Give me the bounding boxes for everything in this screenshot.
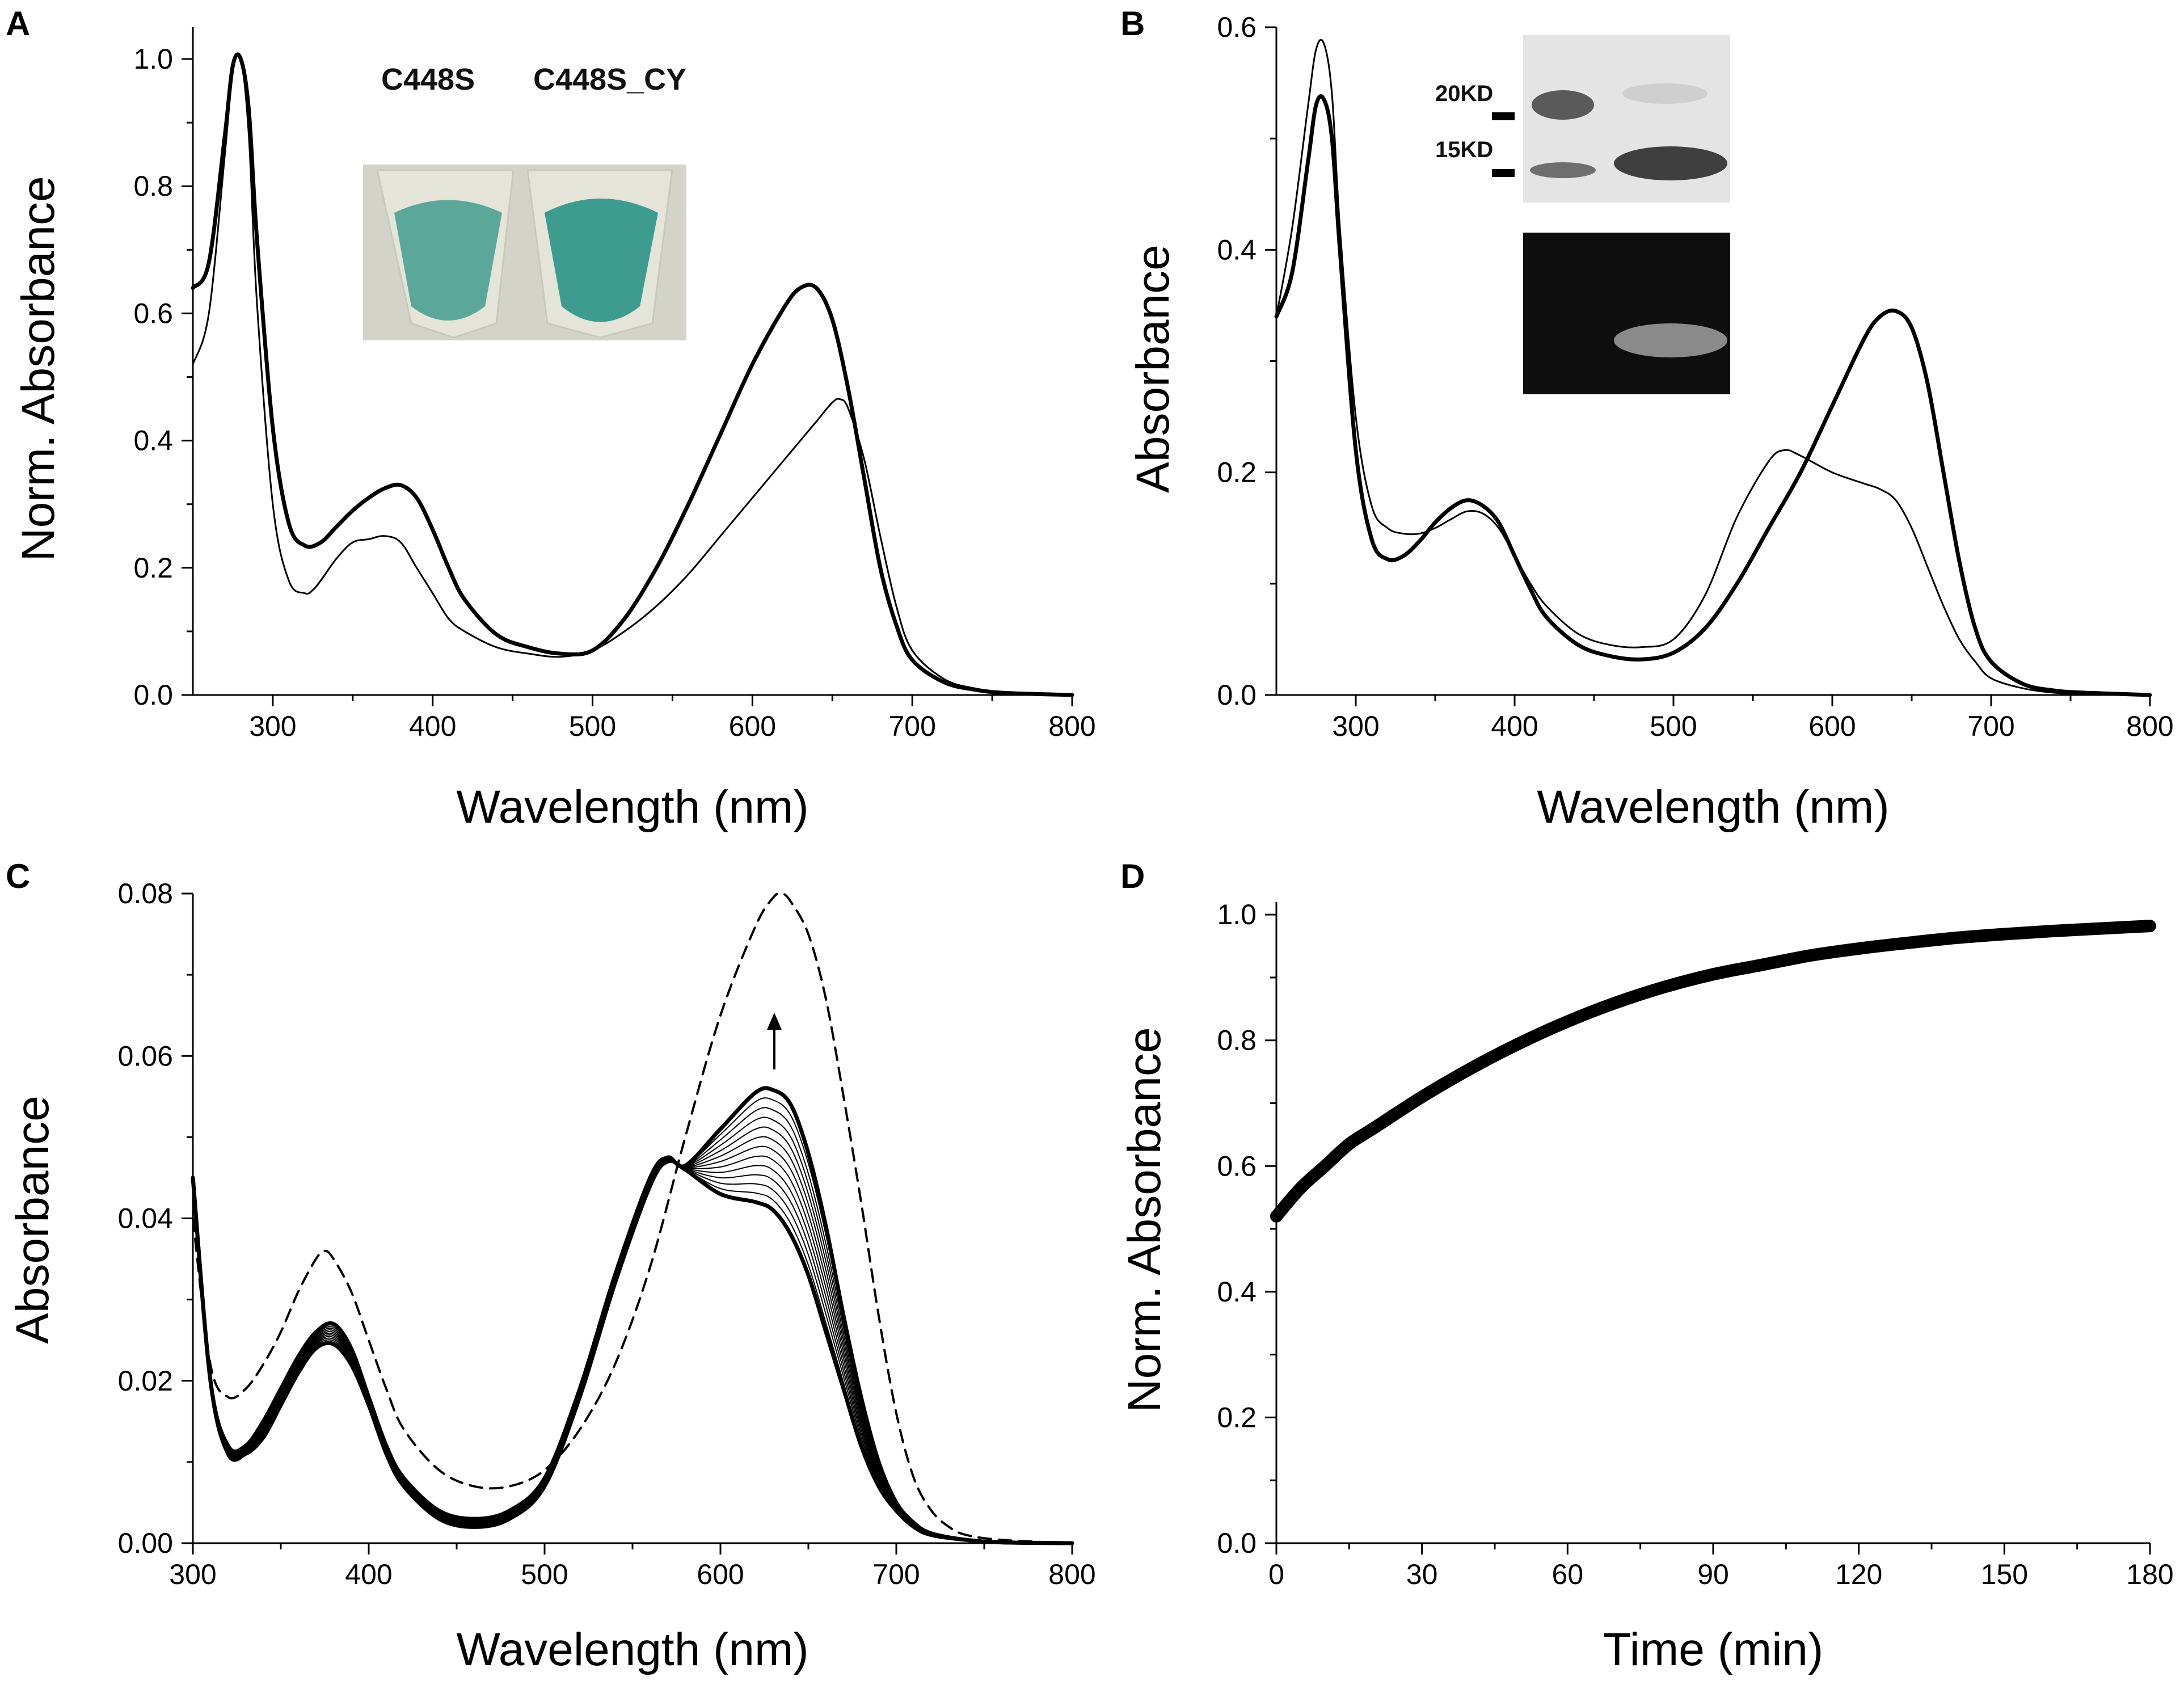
panel-d: D	[1120, 857, 1145, 895]
y-tick-label: 0.0	[1217, 1527, 1257, 1559]
panel-c: C	[6, 857, 782, 1069]
x-tick-label: 400	[409, 710, 456, 742]
x-tick-label: 600	[697, 1558, 744, 1590]
series-intermediate	[192, 1097, 1073, 1544]
y-tick-label: 1.0	[133, 43, 173, 75]
inset-label-c448s: C448S	[381, 62, 475, 96]
x-tick-label: 700	[888, 710, 935, 742]
x-tick-label: 700	[872, 1558, 920, 1590]
x-tick-label: 500	[569, 710, 616, 742]
y-tick-label: 0.6	[133, 297, 173, 329]
panel-letter-c: C	[6, 857, 30, 895]
x-tick-label: 0	[1268, 1558, 1284, 1590]
inset-gel: 20KD 15KD	[1435, 35, 1730, 394]
x-tick-label: 400	[345, 1558, 392, 1590]
x-tick-label: 120	[1835, 1558, 1882, 1590]
y-axis-title: Absorbance	[1127, 245, 1179, 493]
panel-letter-d: D	[1120, 857, 1145, 895]
series-kinetics	[1270, 920, 2156, 1223]
x-tick-label: 600	[1808, 710, 1856, 742]
x-tick-label: 150	[1981, 1558, 2028, 1590]
x-axis-title: Wavelength (nm)	[1537, 781, 1889, 833]
x-tick-label: 800	[2126, 710, 2173, 742]
gel-band-15kd-left	[1530, 162, 1596, 178]
x-tick-label: 60	[1552, 1558, 1584, 1590]
x-tick-label: 700	[1967, 710, 2014, 742]
x-axis-title: Wavelength (nm)	[456, 781, 808, 833]
y-tick-label: 0.6	[1217, 11, 1257, 43]
chart-c: 300 400 500 600 700 800 0.00 0.02 0.04 0.06 0.08 Wa…	[7, 878, 1096, 1675]
x-tick-label: 600	[729, 710, 776, 742]
y-tick-label: 0.06	[118, 1040, 173, 1072]
y-tick-label: 0.0	[1217, 679, 1257, 711]
y-axis-title: Norm. Absorbance	[12, 176, 64, 561]
x-axis-title: Time (min)	[1603, 1624, 1824, 1675]
chart-b: 300 400 500 600 700 800 0.0 0.2 0.4 0.6 Wavelength…	[1127, 11, 2174, 833]
y-tick-label: 0.02	[118, 1365, 173, 1397]
x-tick-label: 30	[1406, 1558, 1438, 1590]
gel-fluorescence	[1523, 233, 1730, 394]
arrow-head-icon	[767, 1013, 782, 1030]
gel-band-faint	[1622, 83, 1707, 104]
x-tick-label: 400	[1491, 710, 1538, 742]
inset-label-c448s-cy: C448S_CY	[533, 62, 686, 96]
y-tick-label: 0.8	[133, 170, 173, 202]
y-tick-label: 0.08	[118, 878, 173, 909]
tube-left-liquid	[394, 200, 502, 321]
series-final-dashed-	[192, 892, 1073, 1544]
series-thin	[1275, 39, 2151, 696]
x-tick-label: 800	[1048, 710, 1095, 742]
panel-b: B 20KD 15KD	[1120, 5, 1730, 394]
gel-band-15kd-right	[1614, 146, 1727, 180]
gel-label-15kd: 15KD	[1435, 137, 1493, 162]
y-tick-label: 0.4	[133, 425, 173, 457]
y-tick-label: 0.00	[118, 1527, 173, 1559]
x-tick-label: 800	[1048, 1558, 1095, 1590]
y-tick-label: 0.6	[1217, 1150, 1257, 1182]
y-tick-label: 0.0	[133, 679, 173, 711]
panel-letter-a: A	[6, 5, 30, 43]
y-tick-label: 0.04	[118, 1203, 173, 1235]
y-axis-title: Norm. Absorbance	[1119, 1027, 1170, 1412]
x-tick-label: 180	[2126, 1558, 2173, 1590]
tube-right-liquid	[545, 199, 658, 322]
y-axis-title: Absorbance	[7, 1096, 58, 1344]
y-tick-label: 1.0	[1217, 899, 1257, 930]
chart-d: 0 30 60 90 120 150 180 0.0 0.2 0.4 0.6 0.8 1.0 Time (…	[1119, 899, 2174, 1675]
x-tick-label: 90	[1697, 1558, 1729, 1590]
gel-label-20kd: 20KD	[1435, 81, 1493, 106]
gel-band-20kd	[1532, 90, 1594, 120]
y-tick-label: 0.2	[1217, 457, 1257, 488]
y-tick-label: 0.4	[1217, 234, 1257, 266]
x-tick-label: 300	[249, 710, 296, 742]
x-tick-label: 300	[1332, 710, 1379, 742]
chart-a: 300 400 500 600 700 800 0.0 0.2 0.4 0.6 0.8 1.0 Wave…	[12, 27, 1096, 833]
panel-letter-b: B	[1120, 5, 1145, 43]
panel-a: A C448S C448S_CY	[6, 5, 686, 340]
y-tick-label: 0.4	[1217, 1276, 1257, 1308]
series-bold	[1274, 94, 2152, 697]
x-axis-title: Wavelength (nm)	[456, 1624, 808, 1675]
y-tick-label: 0.2	[133, 552, 173, 584]
series-thin	[192, 53, 1073, 696]
inset-tube-photo: C448S C448S_CY	[363, 62, 686, 340]
y-tick-label: 0.8	[1217, 1025, 1257, 1056]
x-tick-label: 300	[169, 1558, 216, 1590]
y-tick-label: 0.2	[1217, 1401, 1257, 1433]
series-bold	[191, 52, 1074, 697]
x-tick-label: 500	[1650, 710, 1697, 742]
x-tick-label: 500	[521, 1558, 568, 1590]
fluorescent-band	[1614, 323, 1727, 357]
